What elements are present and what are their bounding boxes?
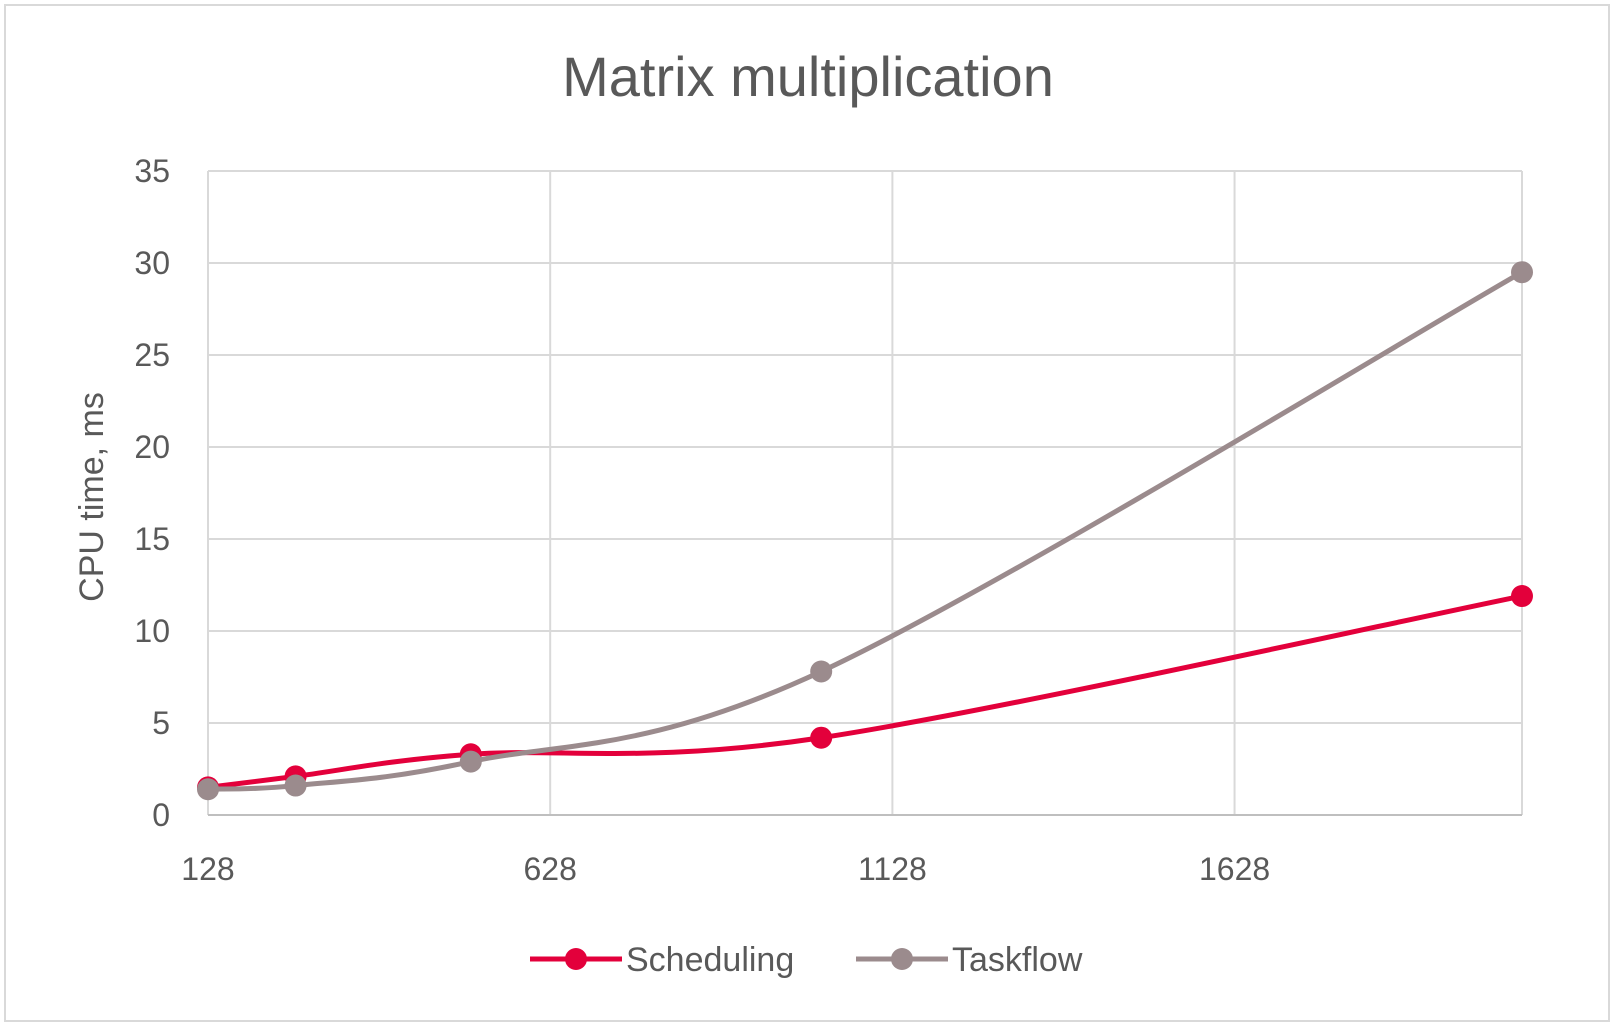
- y-tick-label: 35: [134, 153, 170, 189]
- series-line-taskflow: [205, 269, 1525, 792]
- y-tick-label: 25: [134, 337, 170, 373]
- legend-marker-taskflow: [891, 948, 913, 970]
- data-point-taskflow: [197, 778, 219, 801]
- data-point-taskflow: [284, 774, 307, 797]
- data-point-scheduling: [1511, 585, 1533, 608]
- data-point-scheduling: [810, 726, 833, 749]
- y-tick-label: 20: [134, 429, 170, 465]
- legend: Scheduling Taskflow: [530, 941, 1083, 979]
- grid-lines: [207, 170, 1523, 816]
- y-tick-label: 30: [134, 245, 170, 281]
- data-point-taskflow: [810, 660, 833, 683]
- y-tick-label: 5: [152, 705, 170, 741]
- series-group: [197, 261, 1533, 801]
- y-tick-label: 10: [134, 613, 170, 649]
- x-tick-label: 1628: [1199, 851, 1270, 887]
- data-point-taskflow: [459, 750, 482, 773]
- y-axis-label: CPU time, ms: [73, 392, 111, 602]
- y-tick-label: 0: [152, 797, 170, 833]
- y-tick-label: 15: [134, 521, 170, 557]
- legend-marker-scheduling: [565, 948, 587, 970]
- x-axis-ticks: 128 628 1128 1628: [181, 851, 1270, 887]
- legend-label-taskflow: Taskflow: [952, 941, 1083, 979]
- series-line-scheduling: [205, 593, 1525, 790]
- x-tick-label: 628: [523, 851, 576, 887]
- x-tick-label: 1128: [858, 851, 927, 887]
- y-axis-ticks: 0 5 10 15 20 25 30 35: [134, 153, 170, 833]
- x-tick-label: 128: [181, 851, 234, 887]
- chart-frame: [4, 4, 1610, 1022]
- legend-label-scheduling: Scheduling: [626, 941, 794, 979]
- chart-title: Matrix multiplication: [562, 45, 1054, 108]
- data-point-taskflow: [1511, 261, 1533, 284]
